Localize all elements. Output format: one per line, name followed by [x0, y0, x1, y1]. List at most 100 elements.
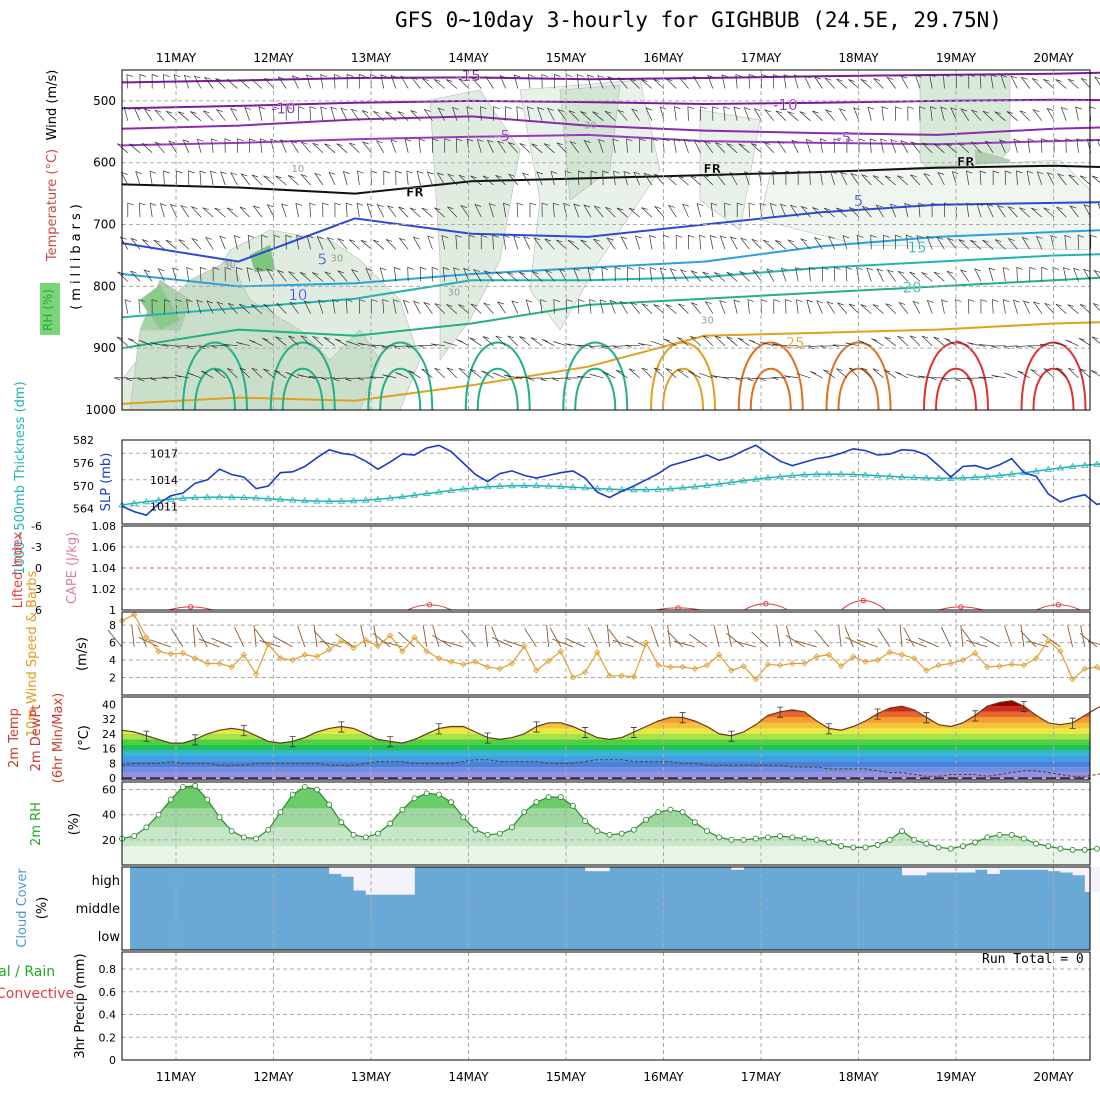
wind-barb	[312, 142, 324, 154]
wind-barb	[860, 304, 872, 314]
wind-speed-marker	[167, 650, 174, 658]
wind-barb	[419, 266, 427, 282]
wind-barb	[861, 205, 872, 218]
slp-tick-label: 1011	[150, 500, 178, 513]
wind-barb	[251, 367, 263, 379]
wind-speed-marker	[935, 662, 942, 669]
wind-speed-marker	[484, 663, 491, 671]
cloud-level-label: low	[98, 930, 121, 945]
wind-barb	[838, 108, 848, 121]
y-tick-label: 0.4	[99, 1009, 117, 1022]
wind-barb	[215, 78, 226, 89]
rh-contour-label: 30	[448, 288, 461, 299]
wind-axis-label: Wind (m/s)	[45, 70, 60, 141]
surface-wind-barb	[673, 640, 695, 648]
isotherm-label: FR	[957, 155, 974, 169]
wind-barb	[682, 203, 689, 218]
isotherm-label: -10	[773, 96, 798, 114]
wind-barb	[667, 204, 677, 218]
wind-barb	[649, 234, 656, 250]
wind-speed-marker	[1032, 655, 1040, 662]
temperature-band	[122, 744, 1090, 751]
wind-speed-marker	[776, 662, 784, 669]
rh-marker	[216, 814, 223, 821]
wind-speed-marker	[764, 661, 772, 668]
x-tick-label-bottom: 17MAY	[741, 1070, 782, 1084]
wind-barb	[553, 299, 560, 314]
thickness-marker	[557, 482, 565, 489]
wind-barb	[967, 342, 982, 347]
wind-barb	[665, 175, 677, 186]
wind-barb	[933, 336, 945, 346]
wind-barb	[873, 78, 884, 89]
minmax-bar	[1020, 701, 1027, 713]
wind-barb	[446, 304, 458, 314]
slp-gridlines	[175, 440, 1054, 524]
cape-tick-label: 1.02	[92, 583, 117, 596]
wind-barb	[1041, 266, 1048, 282]
minmax-bar	[143, 730, 150, 742]
thickness-marker	[678, 484, 687, 491]
wind-barb	[226, 207, 238, 218]
wind-barb	[300, 335, 311, 346]
wind-barb	[612, 138, 619, 153]
wind-barb	[1097, 203, 1100, 210]
wind-barb	[552, 202, 560, 218]
cape-tick-label: 1	[109, 604, 116, 617]
wind-barb	[639, 138, 646, 153]
wind-barb	[890, 139, 897, 153]
wind-barb	[263, 175, 275, 186]
wind-barb	[162, 344, 177, 347]
wind-speed-marker	[386, 632, 394, 639]
wind-barb	[776, 140, 787, 154]
wind-barb	[395, 170, 402, 186]
wind-barb	[164, 299, 171, 314]
wind-barb	[214, 207, 226, 218]
wind-barb	[1080, 77, 1091, 89]
wind-barb	[261, 234, 268, 250]
wind-barb	[358, 299, 366, 314]
wind-speed-marker	[301, 651, 308, 658]
wind-barb	[546, 107, 555, 121]
wind-barb	[665, 304, 677, 314]
wind-speed-markers	[118, 611, 1100, 683]
wind-speed-marker	[850, 653, 857, 660]
rh-marker	[301, 784, 308, 790]
surface-wind-barb	[1004, 625, 1013, 648]
wind-barb	[174, 374, 189, 379]
wind-barb	[886, 76, 896, 89]
wind-barb	[165, 239, 177, 250]
wind-barb	[990, 74, 997, 89]
wind-barb	[576, 74, 584, 89]
wind-unit-label: (m/s)	[75, 637, 90, 671]
wind-barb	[813, 76, 823, 89]
wind-barb	[316, 235, 324, 250]
wind-barb	[178, 239, 190, 250]
cape-marker	[860, 597, 867, 604]
wind-barb	[733, 299, 741, 314]
precip-y-axis: 0 0.2 0.4 0.6 0.8	[99, 963, 117, 1067]
wind-barb	[736, 202, 744, 218]
thickness-marker	[1032, 467, 1040, 474]
wind-barb	[994, 111, 1006, 121]
wind-barb	[324, 143, 336, 154]
wind-barb	[409, 207, 421, 218]
rh-contour-label: 30	[223, 260, 236, 271]
wind-barb	[729, 236, 738, 250]
cloud-level-label: middle	[76, 902, 120, 917]
clear-sky-bar	[1072, 867, 1086, 876]
minmax-bar	[728, 730, 735, 742]
wind-barb	[204, 236, 214, 250]
wind-barb	[466, 106, 473, 121]
wind-barb	[984, 140, 994, 153]
surface-wind-barb	[253, 624, 257, 647]
wind-barb	[346, 340, 360, 347]
surface-wind-barb	[211, 637, 232, 648]
slp-tick-label: 1014	[150, 474, 178, 487]
thickness-marker	[167, 495, 175, 502]
rh-marker	[326, 801, 333, 808]
wind-barb	[423, 108, 433, 121]
rh-marker	[716, 834, 723, 841]
wind-barb	[1027, 345, 1042, 349]
wind-barb	[220, 171, 227, 186]
